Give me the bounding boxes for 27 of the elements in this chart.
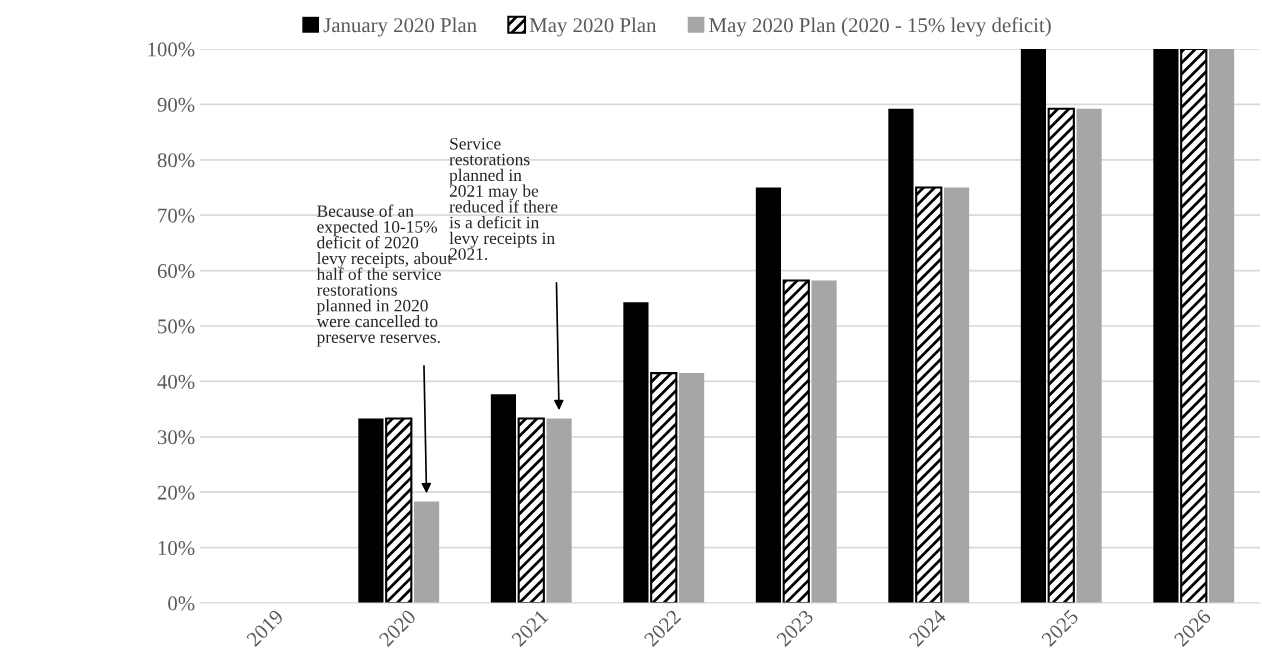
y-tick-label: 20% <box>157 485 195 500</box>
y-tick-label: 40% <box>157 374 195 389</box>
bar <box>517 417 545 603</box>
y-tick-label: 70% <box>158 208 195 223</box>
y-tick-label: 30% <box>157 430 195 445</box>
legend-label: January 2020 Plan <box>323 17 477 37</box>
bar <box>755 187 782 603</box>
bar <box>1047 107 1075 603</box>
bar <box>678 373 705 603</box>
bar <box>413 501 440 603</box>
y-tick-label: 10% <box>158 540 195 556</box>
bar <box>490 394 517 603</box>
y-tick-label: 50% <box>158 319 195 334</box>
legend-label: May 2020 Plan (2020 - 15% levy deficit) <box>709 17 1051 37</box>
bar <box>1020 49 1047 603</box>
y-tick-label: 0% <box>168 596 195 611</box>
y-tick-label: 80% <box>157 153 195 168</box>
y-tick-label: 90% <box>157 97 195 112</box>
bar <box>811 280 837 603</box>
bar <box>943 187 970 603</box>
bar <box>782 279 810 603</box>
bar <box>1208 49 1235 603</box>
bar <box>546 418 572 603</box>
y-tick-label: 60% <box>157 263 195 279</box>
bar <box>1076 108 1102 603</box>
y-tick-label: 100% <box>148 42 195 57</box>
legend-label: May 2020 Plan <box>529 17 657 37</box>
